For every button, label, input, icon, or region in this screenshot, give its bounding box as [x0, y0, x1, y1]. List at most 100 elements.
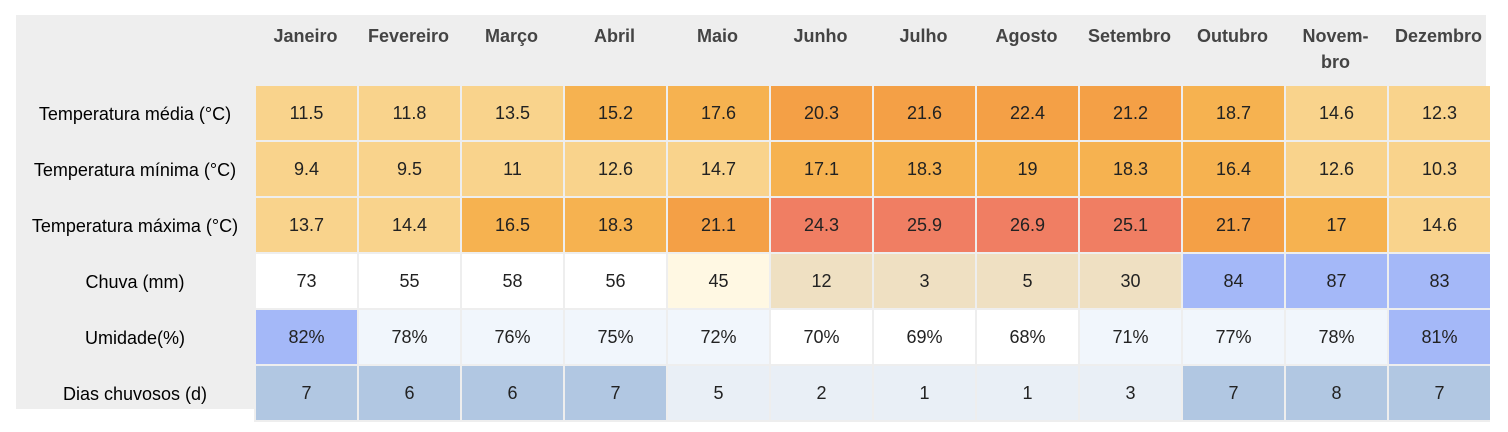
- value-cell: 21.1: [666, 198, 769, 254]
- value-cell: 10.3: [1387, 142, 1490, 198]
- row-label: Dias chuvosos (d): [62, 383, 208, 404]
- value-cell: 18.3: [872, 142, 975, 198]
- value-cell: 6: [460, 366, 563, 422]
- value-cell: 13.7: [254, 198, 357, 254]
- value-cell: 2: [769, 366, 872, 422]
- month-header-row: Janeiro Fevereiro Março Abril Maio Junho Julho…: [16, 15, 1490, 86]
- month-header: Agosto: [975, 15, 1078, 86]
- month-header: Novem- bro: [1284, 15, 1387, 86]
- value-cell: 68%: [975, 310, 1078, 366]
- value-cell: 7: [254, 366, 357, 422]
- value-cell: 11.5: [254, 86, 357, 142]
- month-header: Dezembro: [1387, 15, 1490, 86]
- month-header: Outubro: [1181, 15, 1284, 86]
- table-row: Dias chuvosos (d) 7 6 6 7 5 2 1 1 3 7 8 7: [16, 366, 1490, 422]
- value-cell: 3: [1078, 366, 1181, 422]
- value-cell: 8: [1284, 366, 1387, 422]
- value-cell: 18.7: [1181, 86, 1284, 142]
- table-row: Chuva (mm) 73 55 58 56 45 12 3 5 30 84 87 83: [16, 254, 1490, 310]
- value-cell: 1: [872, 366, 975, 422]
- month-label: Agosto: [995, 26, 1058, 46]
- month-label: Março: [484, 26, 538, 46]
- climate-table: Janeiro Fevereiro Março Abril Maio Junho Julho…: [16, 15, 1490, 422]
- value-cell: 12.6: [1284, 142, 1387, 198]
- value-cell: 14.4: [357, 198, 460, 254]
- value-cell: 73: [254, 254, 357, 310]
- value-cell: 77%: [1181, 310, 1284, 366]
- value-cell: 7: [1181, 366, 1284, 422]
- value-cell: 11: [460, 142, 563, 198]
- value-cell: 11.8: [357, 86, 460, 142]
- value-cell: 14.7: [666, 142, 769, 198]
- header-corner: [16, 15, 254, 86]
- value-cell: 82%: [254, 310, 357, 366]
- row-label: Temperatura média (°C): [38, 103, 232, 124]
- value-cell: 21.2: [1078, 86, 1181, 142]
- value-cell: 7: [563, 366, 666, 422]
- month-label: Fevereiro: [367, 26, 450, 46]
- value-cell: 78%: [1284, 310, 1387, 366]
- value-cell: 75%: [563, 310, 666, 366]
- value-cell: 12.3: [1387, 86, 1490, 142]
- value-cell: 22.4: [975, 86, 1078, 142]
- value-cell: 7: [1387, 366, 1490, 422]
- value-cell: 69%: [872, 310, 975, 366]
- value-cell: 6: [357, 366, 460, 422]
- value-cell: 58: [460, 254, 563, 310]
- table-row: Temperatura média (°C) 11.5 11.8 13.5 15.2 17…: [16, 86, 1490, 142]
- value-cell: 16.5: [460, 198, 563, 254]
- value-cell: 21.7: [1181, 198, 1284, 254]
- value-cell: 83: [1387, 254, 1490, 310]
- value-cell: 24.3: [769, 198, 872, 254]
- value-cell: 84: [1181, 254, 1284, 310]
- month-label: Maio: [696, 26, 738, 46]
- value-cell: 15.2: [563, 86, 666, 142]
- value-cell: 45: [666, 254, 769, 310]
- month-header: Setembro: [1078, 15, 1181, 86]
- month-header: Maio: [666, 15, 769, 86]
- value-cell: 18.3: [1078, 142, 1181, 198]
- value-cell: 1: [975, 366, 1078, 422]
- value-cell: 19: [975, 142, 1078, 198]
- row-label: Chuva (mm): [85, 271, 185, 292]
- row-label: Umidade(%): [84, 327, 186, 348]
- value-cell: 56: [563, 254, 666, 310]
- value-cell: 18.3: [563, 198, 666, 254]
- value-cell: 81%: [1387, 310, 1490, 366]
- month-header: Junho: [769, 15, 872, 86]
- value-cell: 13.5: [460, 86, 563, 142]
- value-cell: 12: [769, 254, 872, 310]
- value-cell: 3: [872, 254, 975, 310]
- value-cell: 9.4: [254, 142, 357, 198]
- value-cell: 21.6: [872, 86, 975, 142]
- value-cell: 76%: [460, 310, 563, 366]
- value-cell: 17.6: [666, 86, 769, 142]
- month-label: Janeiro: [273, 26, 338, 46]
- value-cell: 12.6: [563, 142, 666, 198]
- value-cell: 5: [975, 254, 1078, 310]
- table-row: Temperatura máxima (°C) 13.7 14.4 16.5 18.3 2…: [16, 198, 1490, 254]
- table-body: Temperatura média (°C) 11.5 11.8 13.5 15.2 17…: [16, 86, 1490, 422]
- value-cell: 14.6: [1387, 198, 1490, 254]
- table-row: Temperatura mínima (°C) 9.4 9.5 11 12.6 14.7 1…: [16, 142, 1490, 198]
- value-cell: 25.1: [1078, 198, 1181, 254]
- value-cell: 71%: [1078, 310, 1181, 366]
- month-label: Dezembro: [1394, 26, 1483, 46]
- value-cell: 17: [1284, 198, 1387, 254]
- value-cell: 14.6: [1284, 86, 1387, 142]
- value-cell: 5: [666, 366, 769, 422]
- value-cell: 30: [1078, 254, 1181, 310]
- value-cell: 26.9: [975, 198, 1078, 254]
- month-header: Julho: [872, 15, 975, 86]
- month-label: Abril: [593, 26, 635, 46]
- month-header: Abril: [563, 15, 666, 86]
- value-cell: 78%: [357, 310, 460, 366]
- month-label: Outubro: [1197, 26, 1268, 46]
- month-label: Setembro: [1087, 26, 1172, 46]
- row-label: Temperatura mínima (°C): [33, 159, 237, 180]
- value-cell: 20.3: [769, 86, 872, 142]
- month-label: Novem- bro: [1302, 26, 1369, 72]
- value-cell: 25.9: [872, 198, 975, 254]
- row-label: Temperatura máxima (°C): [31, 215, 239, 236]
- value-cell: 17.1: [769, 142, 872, 198]
